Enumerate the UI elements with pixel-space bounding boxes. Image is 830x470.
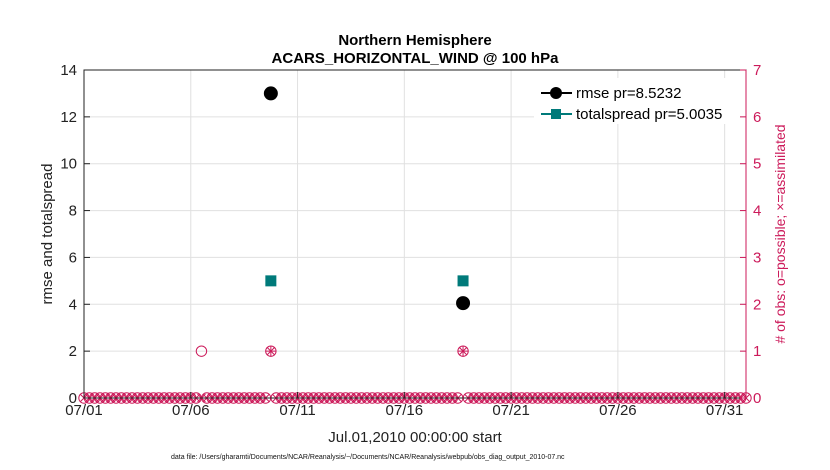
y-right-tick-label: 1: [753, 343, 761, 360]
y-right-tick-label: 2: [753, 296, 761, 313]
y-right-tick-label: 5: [753, 156, 761, 173]
chart-title-line-2: ACARS_HORIZONTAL_WIND @ 100 hPa: [272, 50, 560, 67]
obs-possible-marker: [265, 345, 277, 357]
obs-assimilated-cross: [265, 346, 276, 357]
rmse-point: [263, 86, 278, 101]
legend: rmse pr=8.5232 totalspread pr=5.0035: [534, 78, 740, 124]
legend-rmse-marker: [550, 87, 562, 99]
data-file-footnote: data file: /Users/gharamti/Documents/NCA…: [171, 454, 565, 461]
y-tick-label: 12: [60, 109, 77, 126]
y-right-tick-label: 0: [753, 390, 761, 407]
legend-totalspread-marker: [551, 109, 561, 119]
y-tick-label: 10: [60, 156, 77, 173]
rmse-point: [456, 296, 471, 311]
x-tick-label: 07/01: [65, 402, 103, 419]
y-right-tick-label: 3: [753, 249, 761, 266]
y-tick-label: 14: [60, 62, 77, 79]
x-tick-label: 07/06: [172, 402, 210, 419]
x-tick-label: 07/21: [492, 402, 530, 419]
obs-assimilated-cross: [458, 346, 469, 357]
y-right-tick-label: 7: [753, 62, 761, 79]
y-tick-label: 8: [69, 203, 77, 220]
grid: [84, 70, 746, 398]
totalspread-point: [265, 275, 277, 287]
y-right-tick-label: 6: [753, 109, 761, 126]
x-tick-label: 07/11: [279, 402, 315, 419]
series-layer: [263, 86, 471, 311]
x-tick-label: 07/31: [706, 402, 744, 419]
obs-possible-marker: [457, 345, 469, 357]
chart-title-line-1: Northern Hemisphere: [338, 32, 491, 49]
x-axis-label: Jul.01,2010 00:00:00 start: [328, 429, 502, 446]
y-tick-label: 6: [69, 249, 77, 266]
legend-totalspread-label: totalspread pr=5.0035: [576, 106, 722, 123]
y-axis-label: rmse and totalspread: [39, 164, 56, 305]
legend-rmse-label: rmse pr=8.5232: [576, 85, 681, 102]
y-tick-label: 4: [69, 296, 77, 313]
x-tick-label: 07/16: [386, 402, 424, 419]
x-tick-label: 07/26: [599, 402, 637, 419]
y-axis-right-label: # of obs: o=possible; ×=assimilated: [772, 124, 788, 343]
legend-box: [534, 78, 740, 124]
obs-possible-marker: [195, 345, 208, 357]
totalspread-point: [457, 275, 469, 287]
y-right-tick-label: 4: [753, 203, 761, 220]
y-tick-label: 2: [69, 343, 77, 360]
y-tick-label: 0: [69, 390, 77, 407]
